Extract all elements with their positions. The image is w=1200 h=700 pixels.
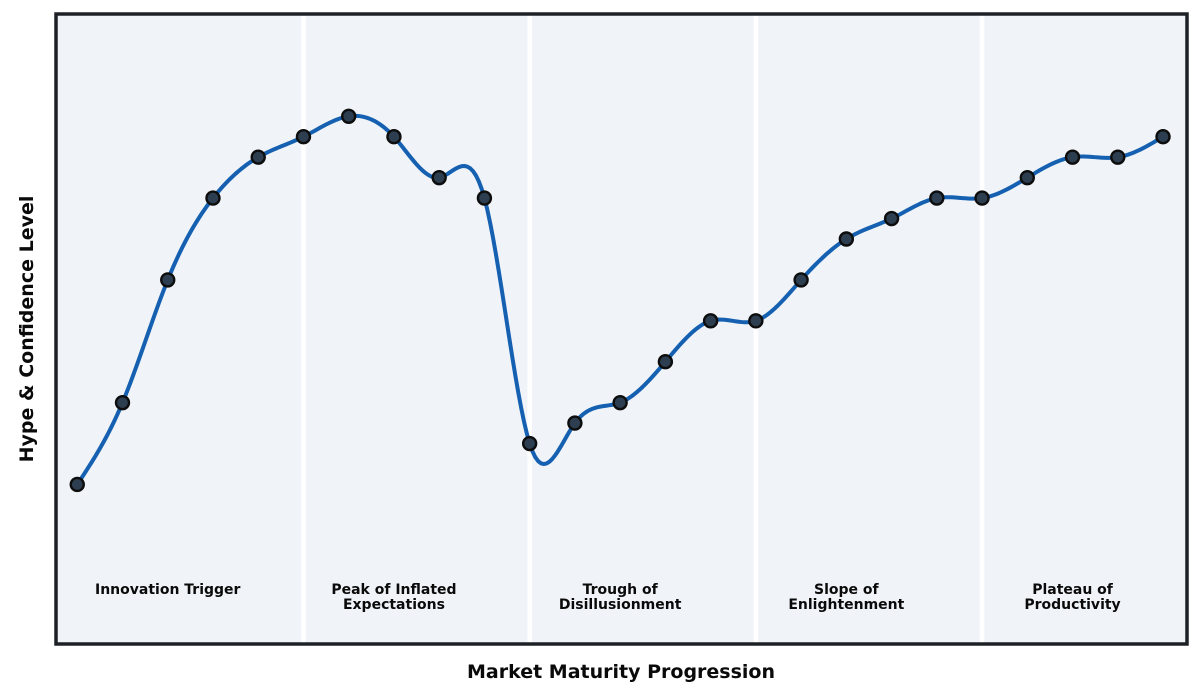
data-point-marker — [521, 435, 538, 452]
data-point-marker — [974, 190, 990, 206]
markers-layer — [69, 108, 1171, 493]
plot-frame — [54, 12, 1189, 646]
data-point-marker — [929, 190, 945, 206]
data-point-marker — [793, 272, 809, 288]
data-point-marker — [1019, 169, 1036, 186]
data-point-marker — [1155, 129, 1171, 145]
data-point-marker — [838, 231, 855, 247]
plot-background-layer — [56, 14, 1187, 644]
data-point-marker — [567, 415, 583, 431]
data-point-marker — [1064, 149, 1081, 165]
data-point-marker — [250, 149, 266, 165]
data-point-marker — [205, 190, 221, 206]
phase-label: Innovation Trigger — [95, 582, 241, 598]
phase-label: Plateau of Productivity — [1024, 582, 1120, 613]
phase-label: Peak of Inflated Expectations — [331, 582, 456, 613]
data-point-marker — [386, 129, 402, 145]
frame-layer — [54, 12, 1189, 646]
data-point-marker — [160, 272, 176, 288]
data-point-marker — [69, 476, 85, 493]
data-point-marker — [114, 394, 131, 411]
phase-labels-layer: Innovation Trigger Peak of Inflated Expect… — [95, 582, 1121, 613]
data-point-marker — [657, 354, 674, 370]
phase-label: Slope of Enlightenment — [788, 582, 904, 613]
phase-label: Trough of Disillusionment — [559, 582, 682, 613]
data-point-marker — [612, 394, 628, 411]
data-point-marker — [748, 313, 764, 329]
data-point-marker — [476, 190, 493, 206]
data-point-marker — [431, 169, 447, 186]
data-point-marker — [883, 210, 900, 227]
data-point-marker — [702, 313, 719, 329]
data-point-marker — [341, 108, 357, 124]
plot-area — [56, 14, 1187, 644]
data-point-marker — [1110, 149, 1126, 165]
data-point-marker — [295, 129, 312, 145]
